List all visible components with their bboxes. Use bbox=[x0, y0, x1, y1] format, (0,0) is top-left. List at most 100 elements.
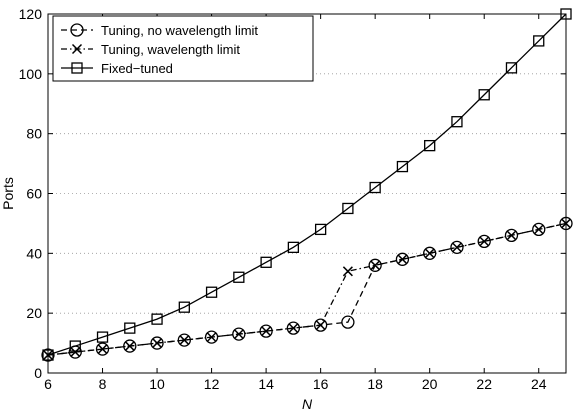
data-point-square bbox=[96, 331, 109, 343]
y-tick-label: 0 bbox=[34, 365, 42, 381]
x-tick-label: 14 bbox=[258, 376, 274, 392]
data-point-circle bbox=[150, 336, 164, 350]
x-axis-label: N bbox=[302, 396, 313, 412]
data-point-x-stroke bbox=[397, 254, 408, 265]
x-tick-label: 6 bbox=[44, 376, 52, 392]
data-point-circle bbox=[204, 330, 219, 344]
data-point-square bbox=[342, 202, 354, 215]
data-point-x-stroke bbox=[479, 236, 490, 247]
legend-marker-circle bbox=[70, 23, 84, 37]
data-point-x-stroke bbox=[342, 266, 353, 277]
data-point-x-stroke bbox=[315, 320, 326, 331]
x-tick-label: 12 bbox=[204, 376, 220, 392]
axis-ticks: 6 8 10 12 14 16 18 20 22 24 0 20 40 60 80 100 120 bbox=[19, 6, 566, 392]
data-point-x-stroke bbox=[124, 341, 135, 352]
data-point-square bbox=[151, 313, 163, 325]
data-point-square bbox=[178, 301, 190, 313]
data-point-x-stroke bbox=[233, 329, 244, 340]
x-tick-label: 10 bbox=[149, 376, 165, 392]
legend-marker-square bbox=[71, 62, 83, 74]
data-point-x bbox=[288, 323, 299, 334]
data-point-x bbox=[233, 329, 244, 340]
data-point-x-stroke bbox=[288, 323, 299, 334]
data-point-square bbox=[396, 160, 409, 173]
series-layer bbox=[41, 8, 573, 362]
data-point-x bbox=[370, 260, 381, 271]
data-point-x-stroke bbox=[424, 248, 435, 259]
data-point-square bbox=[451, 116, 463, 128]
y-axis-label: Ports bbox=[0, 177, 16, 210]
x-tick-label: 16 bbox=[313, 376, 329, 392]
data-point-x-stroke bbox=[370, 260, 381, 271]
data-point-x bbox=[397, 254, 408, 265]
data-point-square bbox=[205, 286, 218, 298]
x-tick-label: 20 bbox=[422, 376, 438, 392]
legend-box bbox=[52, 15, 314, 82]
data-point-square bbox=[369, 181, 381, 194]
x-tick-label: 18 bbox=[367, 376, 383, 392]
grid-lines bbox=[48, 73, 566, 314]
data-point-square bbox=[424, 139, 436, 152]
data-point-circle bbox=[423, 246, 437, 260]
data-point-x-stroke bbox=[451, 242, 462, 253]
series-line bbox=[47, 222, 567, 356]
data-point-square bbox=[478, 89, 490, 101]
y-tick-label: 40 bbox=[26, 245, 42, 261]
data-point-square bbox=[287, 241, 300, 254]
data-point-circle bbox=[450, 240, 464, 255]
data-point-square bbox=[69, 340, 81, 352]
data-point-x-stroke bbox=[179, 335, 190, 346]
legend-marker-x-stroke bbox=[71, 43, 83, 55]
data-point-x bbox=[315, 320, 326, 331]
y-tick-label: 60 bbox=[26, 186, 42, 202]
data-point-x-stroke bbox=[97, 344, 108, 355]
data-point-square bbox=[314, 223, 327, 236]
data-point-circle bbox=[313, 318, 328, 332]
data-point-circle bbox=[177, 333, 191, 347]
y-tick-label: 120 bbox=[19, 6, 43, 22]
x-tick-label: 22 bbox=[476, 376, 492, 392]
y-tick-label: 100 bbox=[19, 66, 43, 82]
data-point-circle bbox=[95, 342, 110, 356]
data-point-circle bbox=[532, 222, 546, 237]
data-point-x bbox=[506, 230, 517, 241]
data-point-x bbox=[261, 326, 272, 337]
data-point-circle bbox=[477, 234, 491, 249]
data-point-circle bbox=[286, 321, 301, 335]
data-point-x bbox=[97, 344, 108, 355]
data-point-x bbox=[533, 224, 544, 235]
data-point-circle bbox=[341, 315, 355, 329]
data-point-x-stroke bbox=[152, 338, 163, 349]
legend: Tuning, no wavelength limit Tuning, wavel… bbox=[52, 15, 314, 82]
data-point-square bbox=[505, 62, 518, 74]
data-point-square bbox=[260, 256, 272, 268]
data-point-circle bbox=[368, 258, 382, 272]
data-point-x bbox=[152, 338, 163, 349]
y-tick-label: 80 bbox=[26, 126, 42, 142]
legend-label: Fixed−tuned bbox=[101, 61, 173, 76]
series-2 bbox=[42, 218, 572, 361]
data-point-square bbox=[124, 322, 136, 334]
data-point-circle bbox=[395, 252, 410, 266]
legend-label: Tuning, wavelength limit bbox=[101, 42, 240, 57]
data-point-x bbox=[179, 335, 190, 346]
data-point-x bbox=[424, 248, 435, 259]
data-point-x bbox=[451, 242, 462, 253]
x-tick-label: 24 bbox=[531, 376, 547, 392]
data-point-circle bbox=[232, 327, 246, 341]
x-tick-label: 8 bbox=[99, 376, 107, 392]
legend-label: Tuning, no wavelength limit bbox=[101, 23, 258, 38]
data-point-square bbox=[533, 35, 545, 47]
y-tick-label: 20 bbox=[26, 305, 42, 321]
data-point-x bbox=[206, 332, 217, 343]
data-point-x-stroke bbox=[533, 224, 544, 235]
data-point-x bbox=[342, 266, 353, 277]
data-point-square bbox=[233, 271, 245, 283]
legend-marker-x bbox=[71, 43, 83, 55]
series-line bbox=[47, 222, 567, 356]
data-point-x-stroke bbox=[261, 326, 272, 337]
data-point-x-stroke bbox=[206, 332, 217, 343]
data-point-circle bbox=[123, 339, 137, 353]
data-point-x bbox=[479, 236, 490, 247]
